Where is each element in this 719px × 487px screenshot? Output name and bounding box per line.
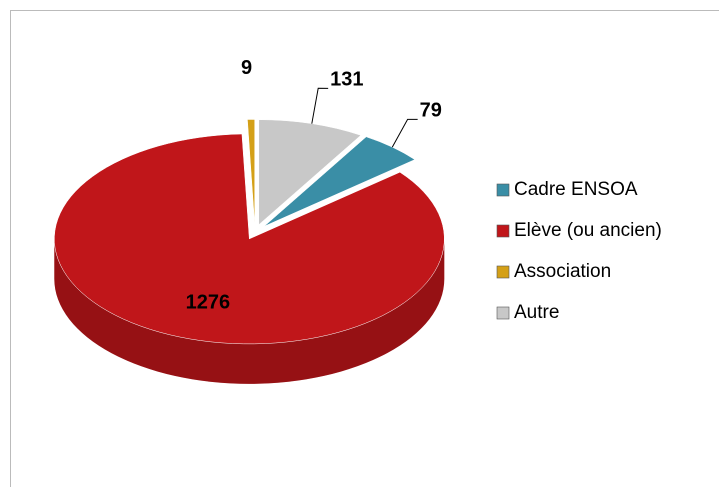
slice-side-shade — [54, 238, 445, 384]
leader-line — [391, 118, 418, 148]
data-label: 131 — [330, 69, 363, 91]
legend-label: Elève (ou ancien) — [514, 220, 662, 241]
data-label: 79 — [420, 100, 442, 122]
legend-label: Association — [514, 261, 611, 282]
data-label: 9 — [241, 57, 252, 79]
legend-label: Autre — [514, 302, 559, 323]
legend-swatch — [496, 306, 510, 320]
slice-side — [54, 238, 445, 384]
leader-line — [311, 87, 329, 124]
legend-label: Cadre ENSOA — [514, 179, 638, 200]
data-label: 1276 — [186, 292, 231, 314]
legend-swatch — [496, 183, 510, 197]
legend-swatch — [496, 265, 510, 279]
legend-swatch — [496, 224, 510, 238]
slice — [247, 119, 255, 225]
slice — [54, 133, 445, 345]
slice — [264, 136, 416, 227]
